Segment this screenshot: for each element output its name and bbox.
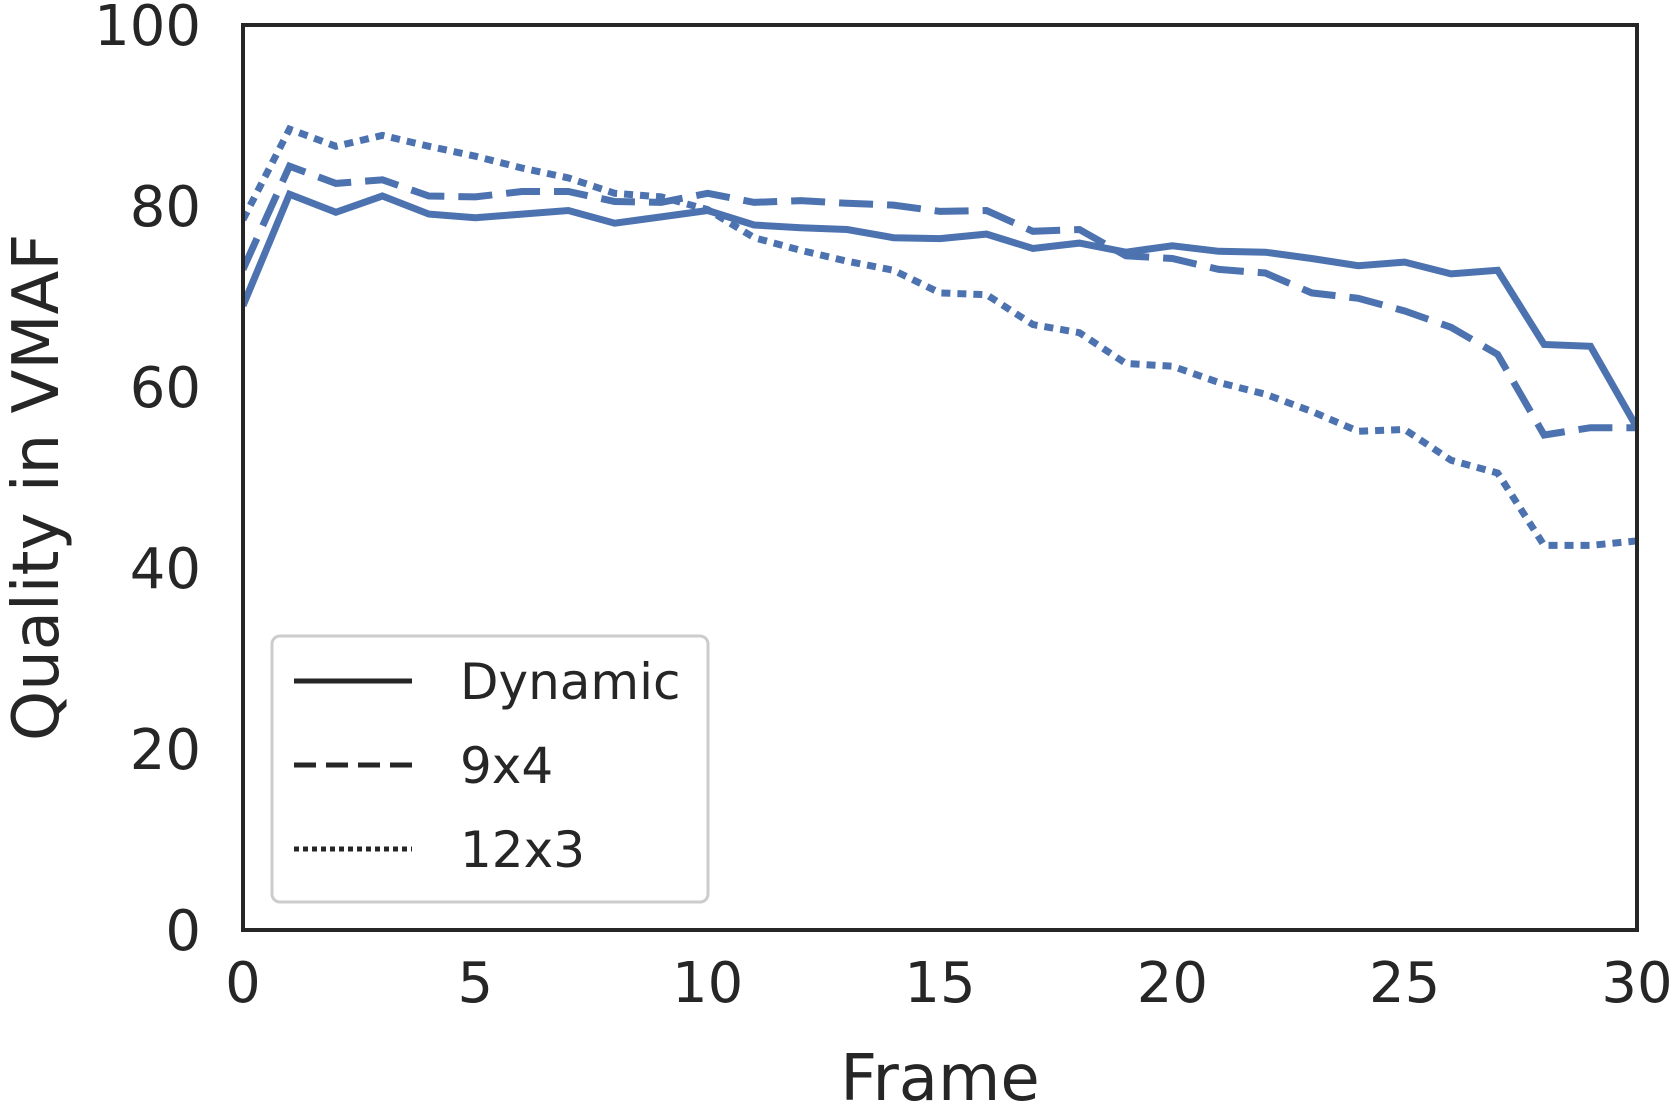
y-tick-label: 20 — [130, 718, 201, 783]
x-tick-label: 10 — [672, 951, 743, 1016]
plot-marks — [243, 124, 1637, 549]
x-axis-label: Frame — [840, 1042, 1039, 1116]
x-tick-label: 0 — [225, 951, 261, 1016]
x-tick-label: 20 — [1137, 951, 1208, 1016]
y-tick-label: 100 — [94, 0, 201, 59]
x-tick-label: 30 — [1601, 951, 1672, 1016]
legend-label-dynamic: Dynamic — [460, 653, 681, 711]
tick-labels: 0 5 10 15 20 25 30 0 20 40 60 80 100 — [94, 0, 1673, 1016]
y-tick-label: 60 — [130, 356, 201, 421]
x-tick-label: 15 — [904, 951, 975, 1016]
legend-label-9x4: 9x4 — [460, 737, 553, 795]
y-tick-label: 80 — [130, 175, 201, 240]
x-tick-label: 5 — [458, 951, 494, 1016]
plot-frame — [241, 23, 1639, 932]
y-tick-label: 40 — [130, 537, 201, 602]
y-axis-label: Quality in VMAF — [0, 234, 74, 741]
legend-label-12x3: 12x3 — [460, 821, 585, 879]
legend-box — [270, 634, 710, 904]
series-line-9x4 — [243, 161, 1637, 439]
series-line-12x3 — [243, 124, 1637, 549]
legend: Dynamic 9x4 12x3 — [270, 634, 710, 904]
y-tick-label: 0 — [165, 899, 201, 964]
x-tick-label: 25 — [1369, 951, 1440, 1016]
series-line-dynamic — [243, 189, 1637, 430]
